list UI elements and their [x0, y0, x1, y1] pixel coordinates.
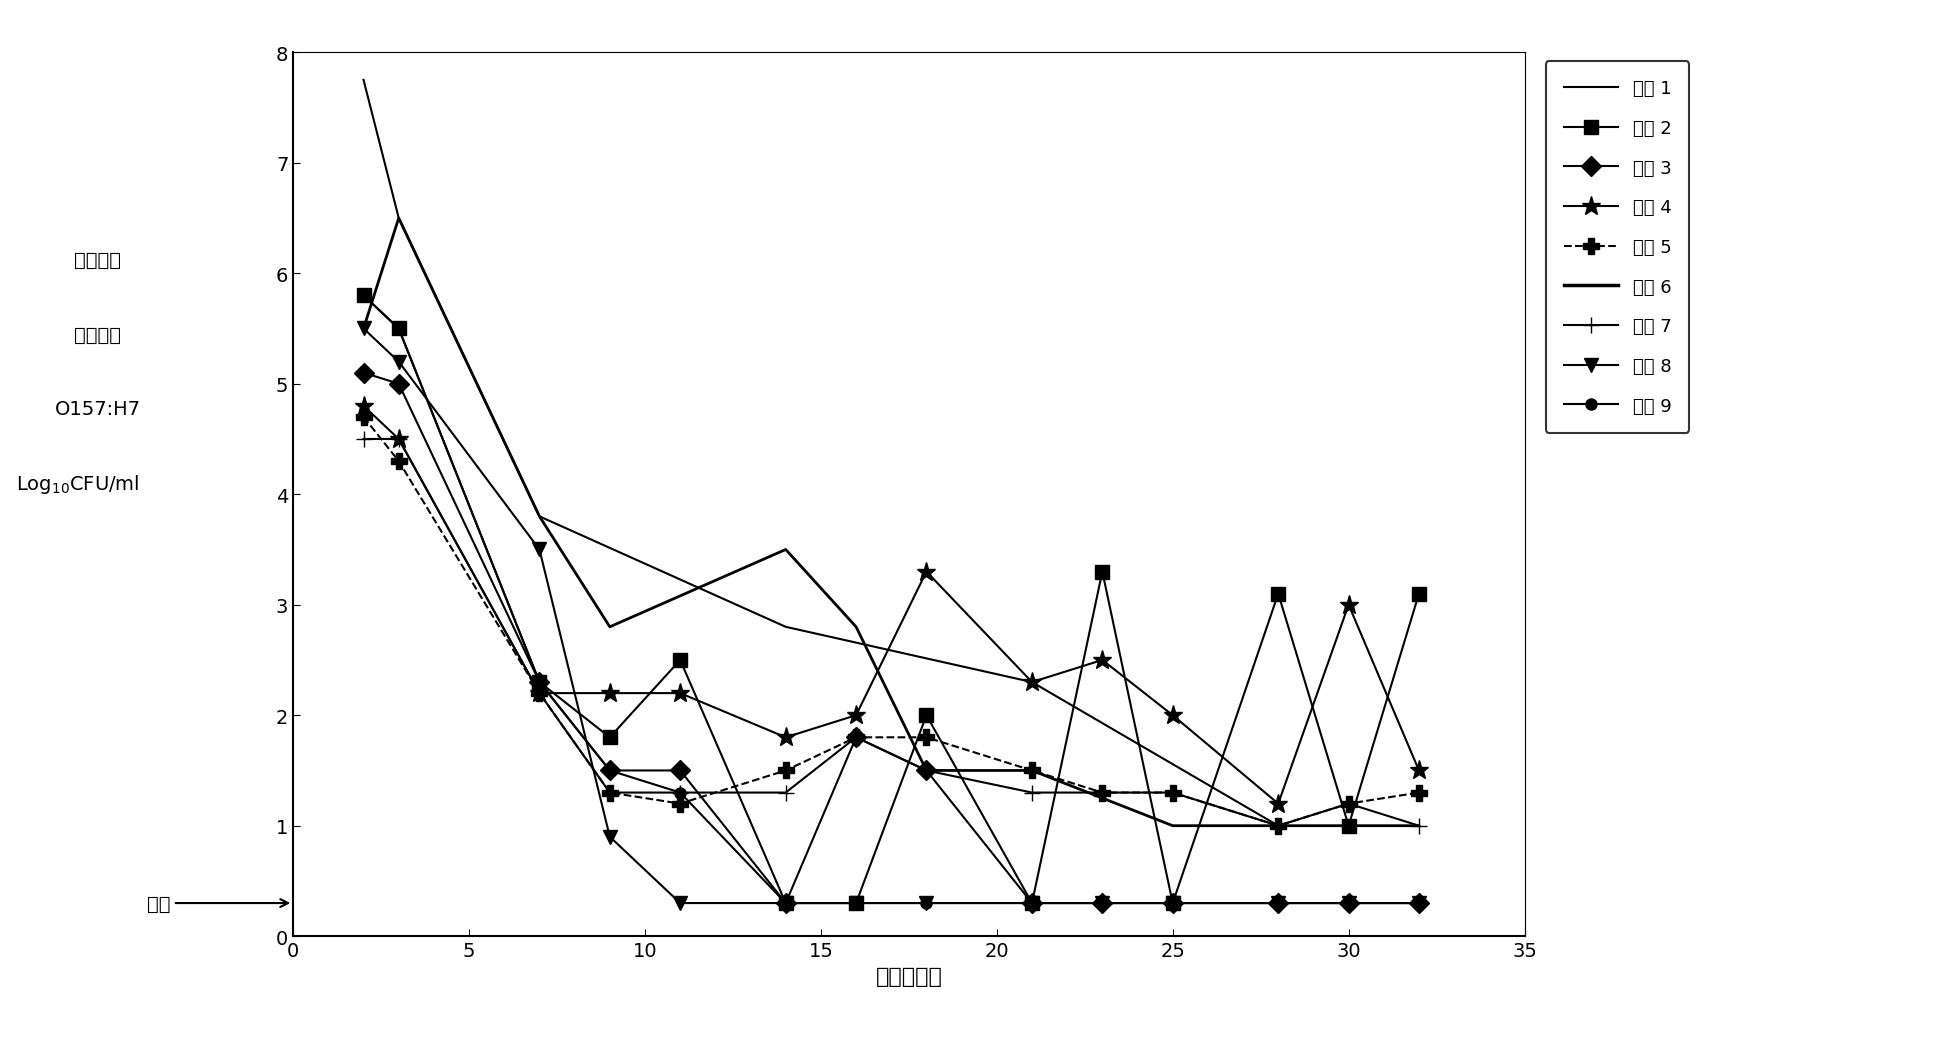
Text: Log$_{10}$CFU/ml: Log$_{10}$CFU/ml	[16, 472, 141, 496]
X-axis label: 接种后天数: 接种后天数	[875, 966, 942, 985]
Text: O157:H7: O157:H7	[55, 400, 141, 419]
Text: 富集: 富集	[147, 894, 287, 913]
Text: 大肠杆菌: 大肠杆菌	[74, 326, 121, 345]
Legend: 小牛 1, 小牛 2, 小牛 3, 小牛 4, 小牛 5, 小牛 6, 小牛 7, 小牛 8, 小牛 9: 小牛 1, 小牛 2, 小牛 3, 小牛 4, 小牛 5, 小牛 6, 小牛 7…	[1546, 62, 1688, 433]
Text: 粪便中的: 粪便中的	[74, 251, 121, 270]
